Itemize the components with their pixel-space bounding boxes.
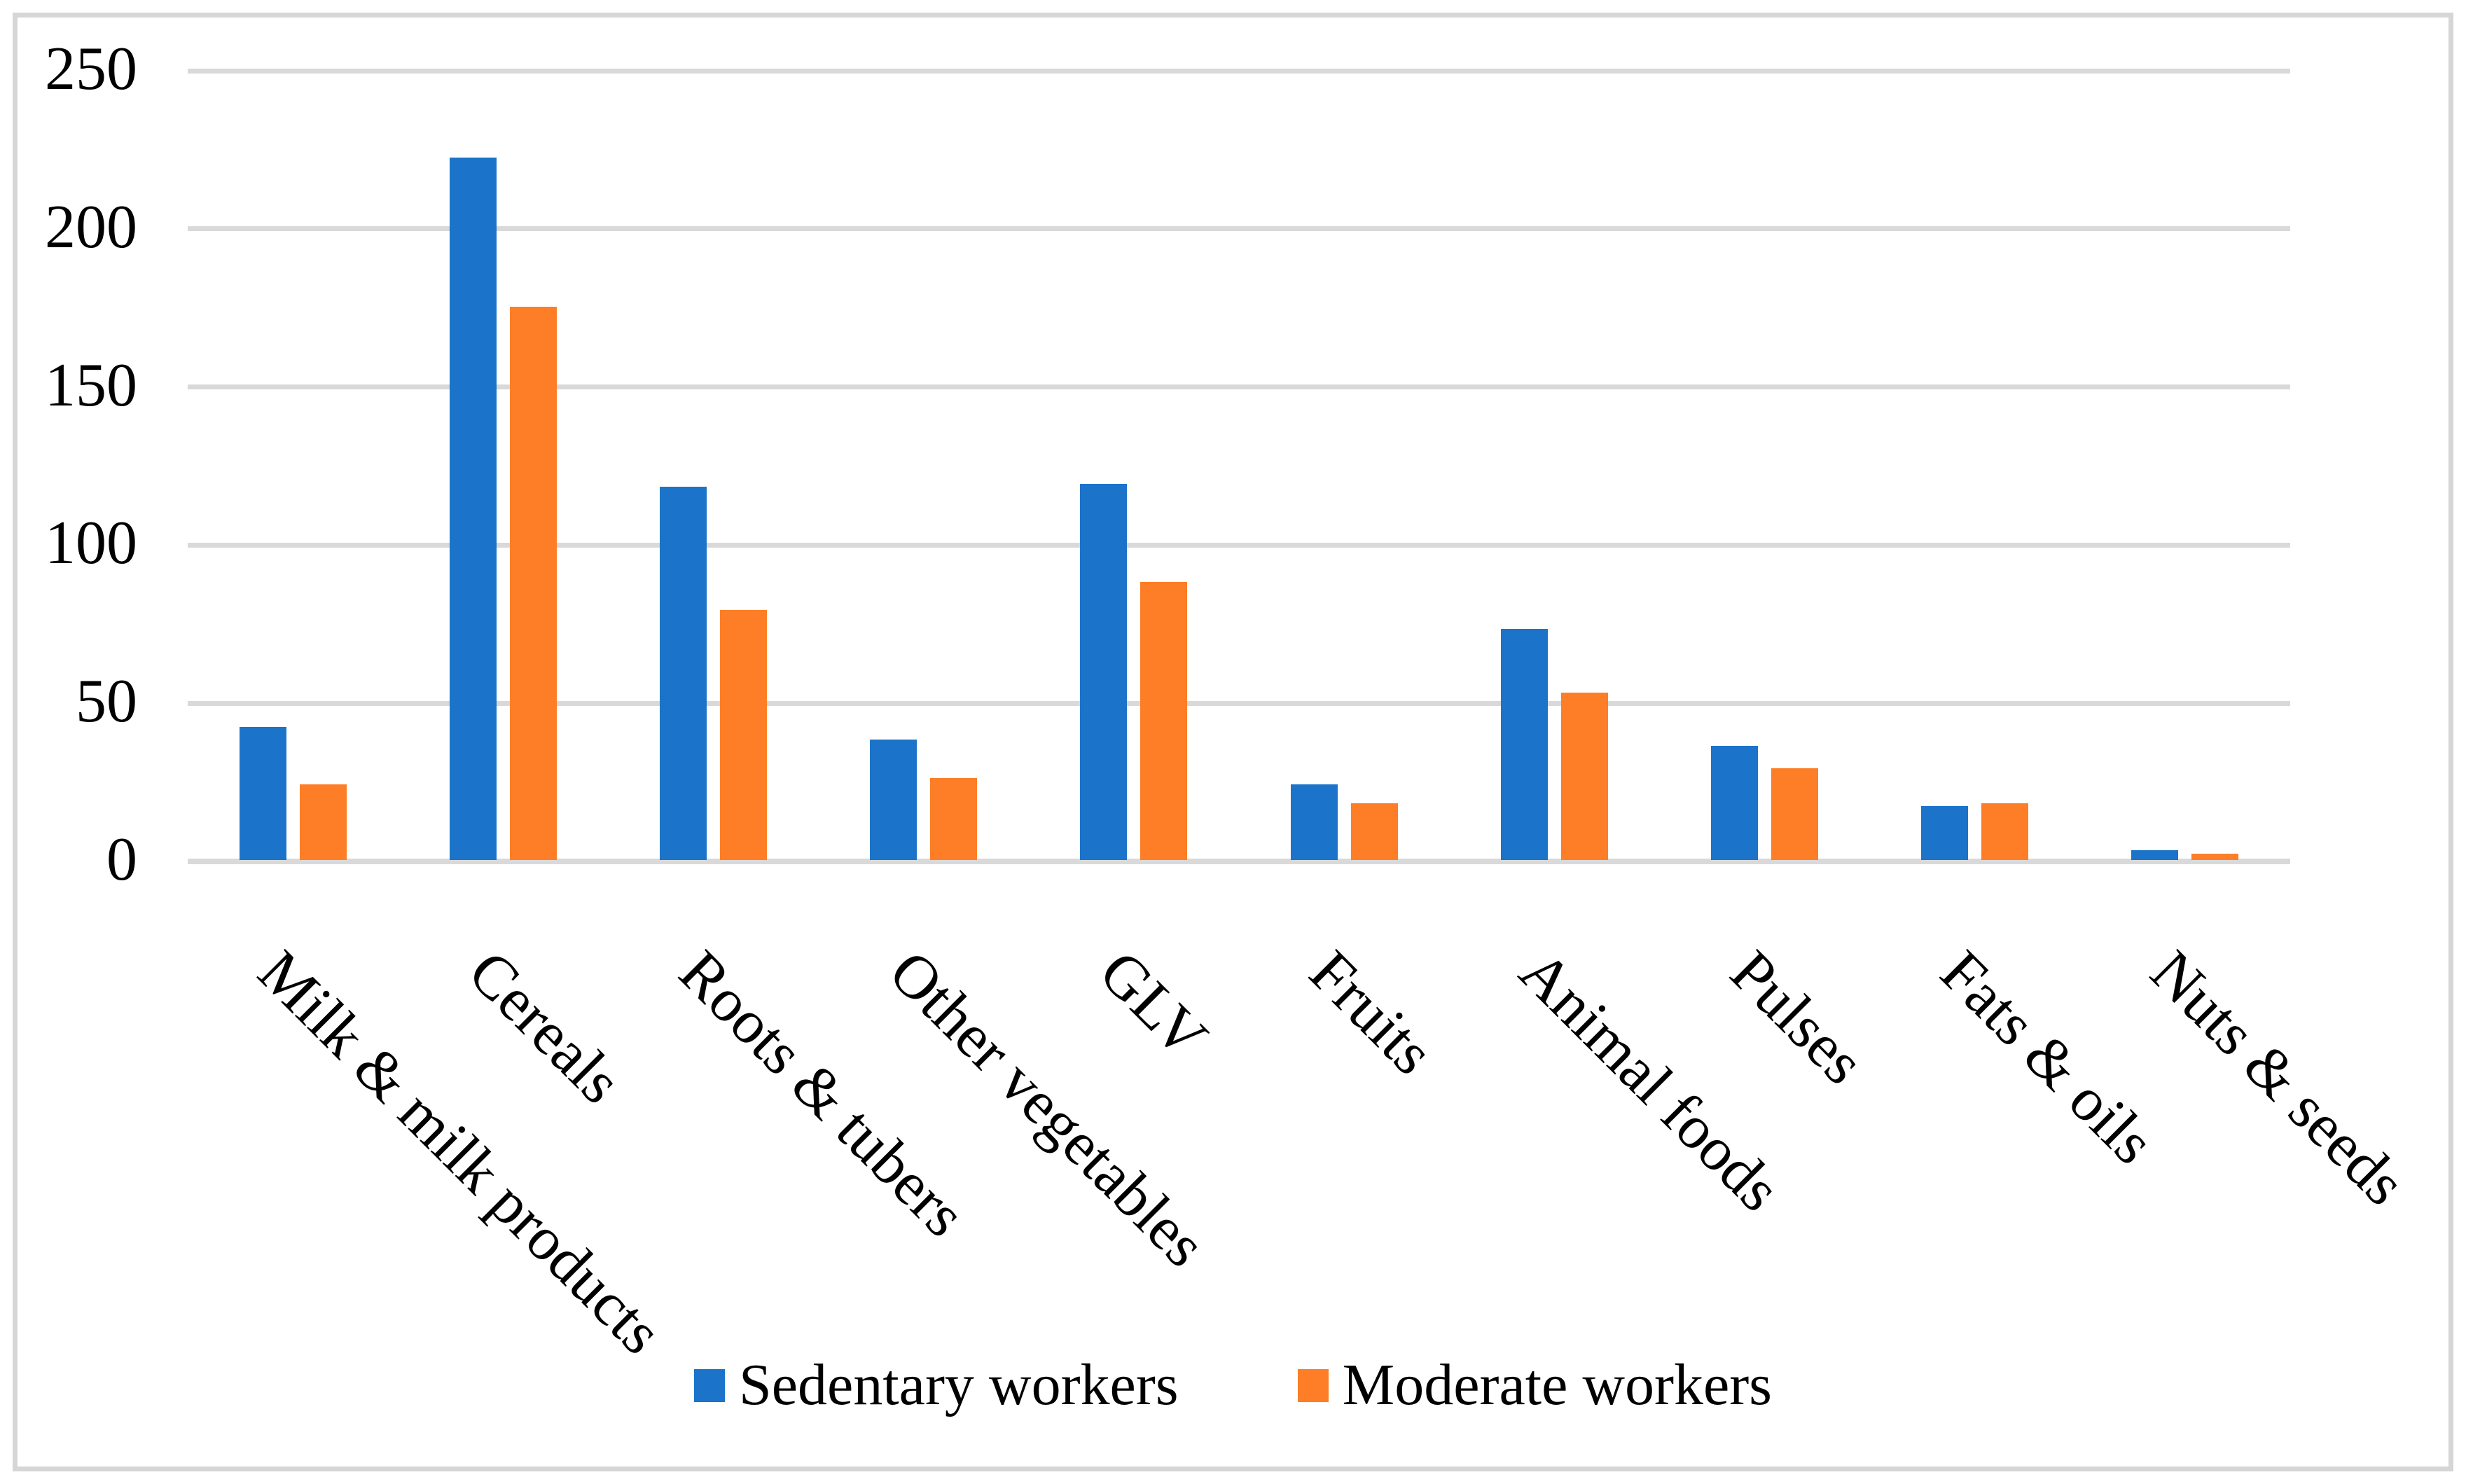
bar-sedentary-10 [2131,850,2179,860]
gridline-250 [188,68,2290,74]
y-axis-tick-label: 250 [45,35,137,103]
category-label: Fruits [1296,938,1447,1088]
bar-moderate-3 [720,610,767,860]
bar-sedentary-1 [239,727,286,860]
category-label: Milk & milk products [245,938,675,1368]
legend-item-moderate: Moderate workers [1297,1352,1772,1417]
y-axis-tick-label: 0 [106,826,137,894]
bar-moderate-9 [1981,803,2029,860]
legend-label: Moderate workers [1342,1352,1772,1417]
category-label: Cereals [455,938,635,1117]
bar-sedentary-8 [1711,746,1758,860]
gridline-200 [188,226,2290,232]
y-axis-tick-label: 50 [76,667,137,736]
bar-sedentary-7 [1500,629,1548,860]
bar-moderate-8 [1771,768,1818,860]
legend-item-sedentary: Sedentary workers [694,1352,1179,1417]
bar-moderate-7 [1560,692,1608,860]
category-label: Nuts & seeds [2138,938,2418,1219]
bar-moderate-10 [2191,853,2239,860]
chart-frame [13,13,2453,1471]
gridline-150 [188,384,2290,390]
bar-sedentary-3 [660,487,707,860]
x-axis-line [188,859,2290,864]
y-axis-tick-label: 150 [45,351,137,419]
bar-sedentary-4 [870,740,917,860]
legend-label: Sedentary workers [739,1352,1179,1417]
y-axis-tick-label: 100 [45,509,137,578]
gridline-50 [188,700,2290,706]
bar-moderate-5 [1140,581,1188,860]
category-label: Pulses [1717,938,1877,1097]
legend: Sedentary workers Moderate workers [0,1350,2466,1420]
bar-sedentary-2 [449,158,497,860]
bar-sedentary-6 [1290,784,1338,860]
legend-swatch-icon [1297,1368,1329,1402]
bar-sedentary-5 [1080,483,1128,860]
gridline-100 [188,542,2290,548]
category-label: GLV [1086,938,1220,1072]
legend-swatch-icon [694,1368,726,1402]
bar-sedentary-9 [1921,806,1969,860]
bar-moderate-6 [1350,803,1398,860]
category-label: Fats & oils [1927,938,2167,1178]
bar-moderate-4 [930,777,978,860]
bar-moderate-2 [509,306,557,860]
bar-moderate-1 [299,784,347,860]
y-axis-tick-label: 200 [45,193,137,261]
